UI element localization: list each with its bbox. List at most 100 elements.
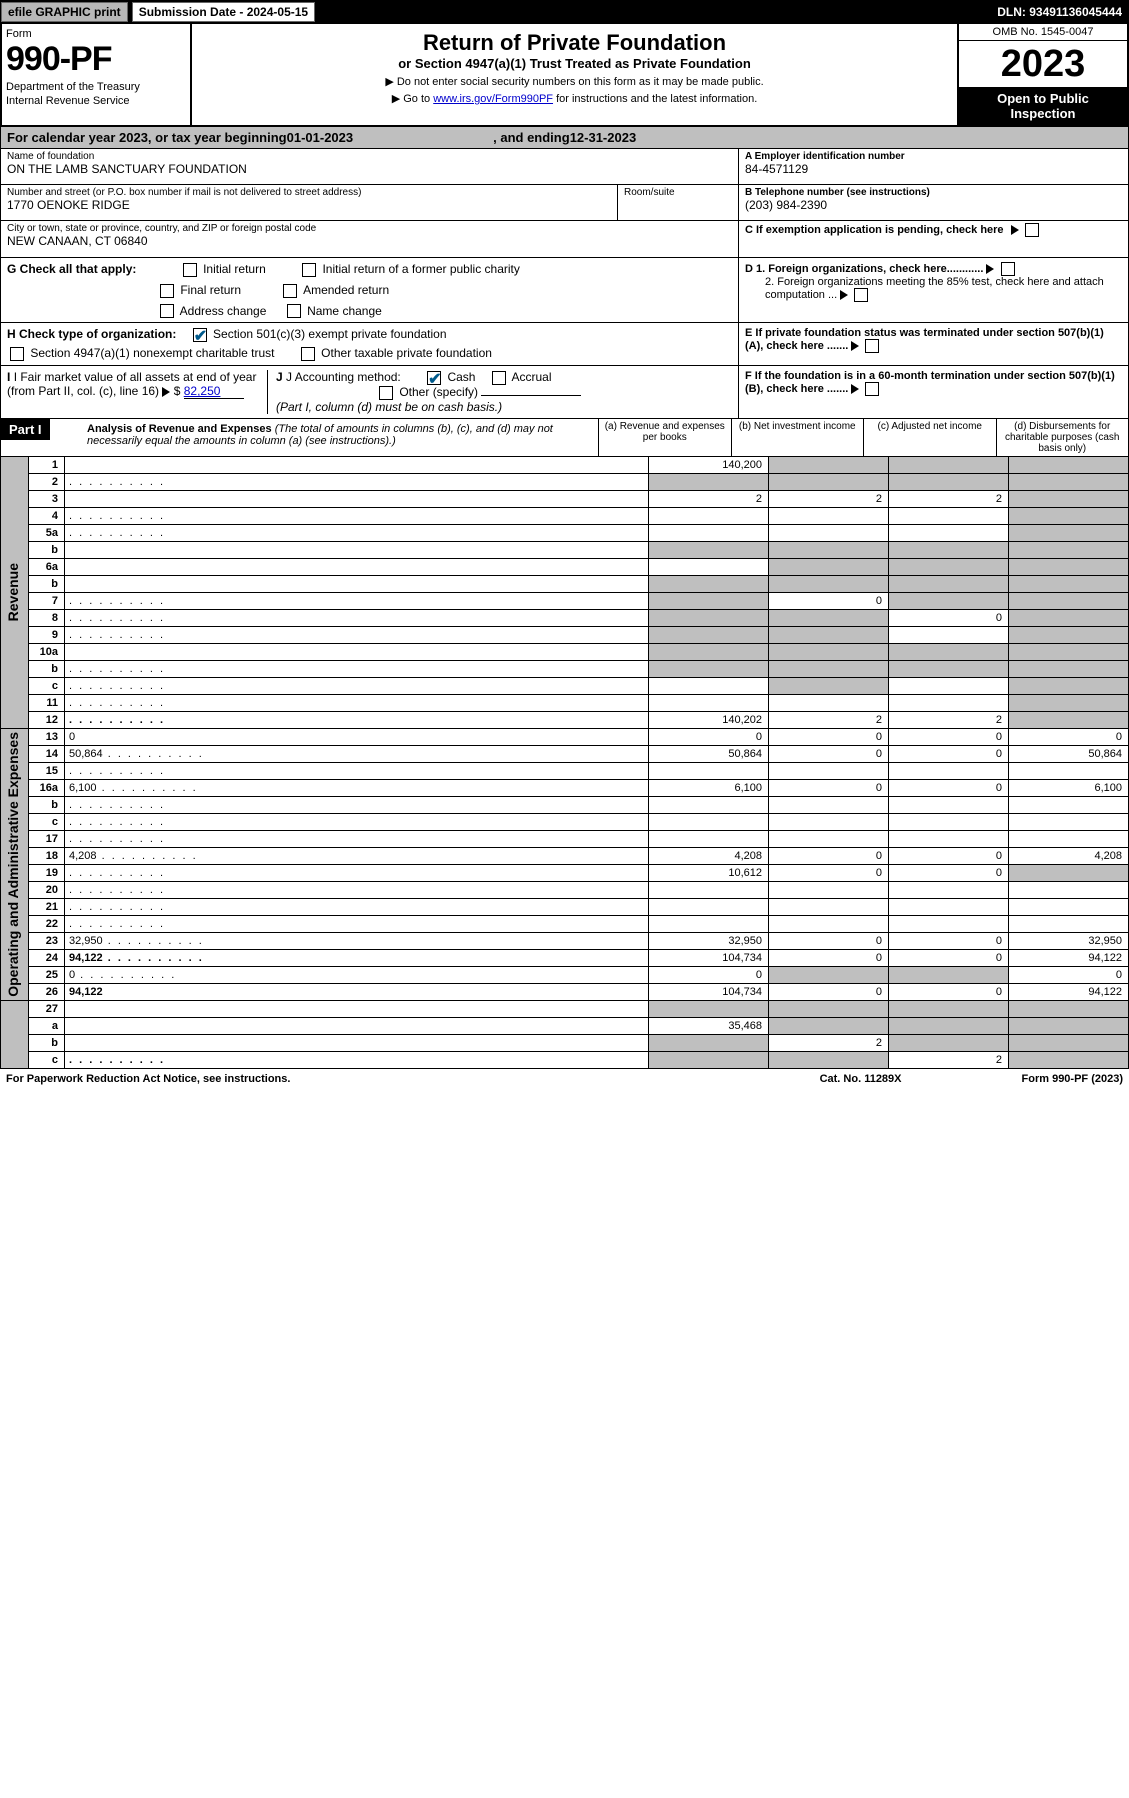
- line-description: [65, 490, 649, 507]
- g-final-return-checkbox[interactable]: [160, 284, 174, 298]
- h-other-taxable-checkbox[interactable]: [301, 347, 315, 361]
- f-label: F If the foundation is in a 60-month ter…: [745, 370, 1115, 395]
- table-row: 20: [1, 881, 1129, 898]
- cell-col-d: [1009, 507, 1129, 524]
- line-description: [65, 898, 649, 915]
- line-description: [65, 592, 649, 609]
- line-description: [65, 830, 649, 847]
- cell-col-c: [889, 677, 1009, 694]
- cell-col-a: 0: [649, 966, 769, 983]
- g-address-change-checkbox[interactable]: [160, 304, 174, 318]
- line-number: 13: [29, 728, 65, 745]
- cell-col-a: [649, 609, 769, 626]
- name-label: Name of foundation: [7, 151, 732, 162]
- cell-col-d: [1009, 524, 1129, 541]
- f-checkbox[interactable]: [865, 382, 879, 396]
- cell-col-b: 0: [769, 949, 889, 966]
- cell-col-d: [1009, 1034, 1129, 1051]
- cell-col-b: [769, 626, 889, 643]
- line-number: 6a: [29, 558, 65, 575]
- cell-col-c: [889, 1034, 1009, 1051]
- cell-col-b: [769, 694, 889, 711]
- table-row: 184,2084,208004,208: [1, 847, 1129, 864]
- table-row: 15: [1, 762, 1129, 779]
- line-number: 19: [29, 864, 65, 881]
- line-number: b: [29, 1034, 65, 1051]
- cell-col-a: 6,100: [649, 779, 769, 796]
- cell-col-b: [769, 558, 889, 575]
- line-description: 94,122: [65, 949, 649, 966]
- line-number: c: [29, 1051, 65, 1068]
- cell-col-c: 0: [889, 609, 1009, 626]
- form990pf-link[interactable]: www.irs.gov/Form990PF: [433, 93, 553, 105]
- footer-left: For Paperwork Reduction Act Notice, see …: [6, 1073, 290, 1085]
- table-row: 16a6,1006,100006,100: [1, 779, 1129, 796]
- cell-col-a: 35,468: [649, 1017, 769, 1034]
- table-row: a35,468: [1, 1017, 1129, 1034]
- e-checkbox[interactable]: [865, 339, 879, 353]
- col-c-header: (c) Adjusted net income: [863, 419, 996, 456]
- cell-col-b: 0: [769, 932, 889, 949]
- g-amended-checkbox[interactable]: [283, 284, 297, 298]
- line-description: [65, 1051, 649, 1068]
- ein-value: 84-4571129: [745, 162, 1122, 176]
- exemption-pending-checkbox[interactable]: [1025, 223, 1039, 237]
- section-spacer: [1, 1000, 29, 1068]
- j-label: J Accounting method:: [286, 370, 401, 384]
- cell-col-b: 0: [769, 864, 889, 881]
- submission-date: Submission Date - 2024-05-15: [132, 2, 315, 22]
- line-number: 23: [29, 932, 65, 949]
- open-to-public: Open to Public Inspection: [959, 87, 1127, 125]
- h-501c3: Section 501(c)(3) exempt private foundat…: [213, 327, 446, 341]
- cell-col-b: [769, 830, 889, 847]
- cell-col-d: [1009, 796, 1129, 813]
- j-other-checkbox[interactable]: [379, 386, 393, 400]
- table-row: 11: [1, 694, 1129, 711]
- cell-col-b: [769, 575, 889, 592]
- g-initial-return-checkbox[interactable]: [183, 263, 197, 277]
- g-name-change-checkbox[interactable]: [287, 304, 301, 318]
- efile-print-button[interactable]: efile GRAPHIC print: [1, 2, 128, 22]
- cell-col-a: [649, 660, 769, 677]
- cell-col-b: 0: [769, 847, 889, 864]
- j-cash-checkbox[interactable]: [427, 371, 441, 385]
- h-501c3-checkbox[interactable]: [193, 328, 207, 342]
- line-number: b: [29, 575, 65, 592]
- cell-col-d: [1009, 1017, 1129, 1034]
- line-number: 4: [29, 507, 65, 524]
- line-description: [65, 541, 649, 558]
- line-number: 9: [29, 626, 65, 643]
- cell-col-a: 4,208: [649, 847, 769, 864]
- cell-col-d: [1009, 864, 1129, 881]
- table-row: 4: [1, 507, 1129, 524]
- line-description: [65, 524, 649, 541]
- part-1-title: Analysis of Revenue and Expenses: [87, 423, 272, 435]
- cell-col-a: [649, 643, 769, 660]
- cell-col-c: [889, 1017, 1009, 1034]
- table-row: 2: [1, 473, 1129, 490]
- d2-checkbox[interactable]: [854, 288, 868, 302]
- cell-col-b: [769, 915, 889, 932]
- cell-col-d: 32,950: [1009, 932, 1129, 949]
- line-number: c: [29, 813, 65, 830]
- d1-checkbox[interactable]: [1001, 262, 1015, 276]
- omb-number: OMB No. 1545-0047: [959, 24, 1127, 41]
- g-initial-former-checkbox[interactable]: [302, 263, 316, 277]
- cell-col-c: [889, 524, 1009, 541]
- cell-col-a: 0: [649, 728, 769, 745]
- line-number: 17: [29, 830, 65, 847]
- cell-col-d: [1009, 677, 1129, 694]
- cell-col-c: 0: [889, 847, 1009, 864]
- arrow-icon: [1011, 225, 1019, 235]
- col-b-header: (b) Net investment income: [731, 419, 864, 456]
- h-4947-checkbox[interactable]: [10, 347, 24, 361]
- cell-col-a: 140,200: [649, 457, 769, 474]
- tax-year: 2023: [959, 41, 1127, 87]
- fmv-link[interactable]: 82,250: [184, 384, 244, 399]
- cell-col-c: 2: [889, 1051, 1009, 1068]
- cell-col-d: [1009, 694, 1129, 711]
- cell-col-b: [769, 457, 889, 474]
- line-description: 32,950: [65, 932, 649, 949]
- j-accrual-checkbox[interactable]: [492, 371, 506, 385]
- line-description: [65, 813, 649, 830]
